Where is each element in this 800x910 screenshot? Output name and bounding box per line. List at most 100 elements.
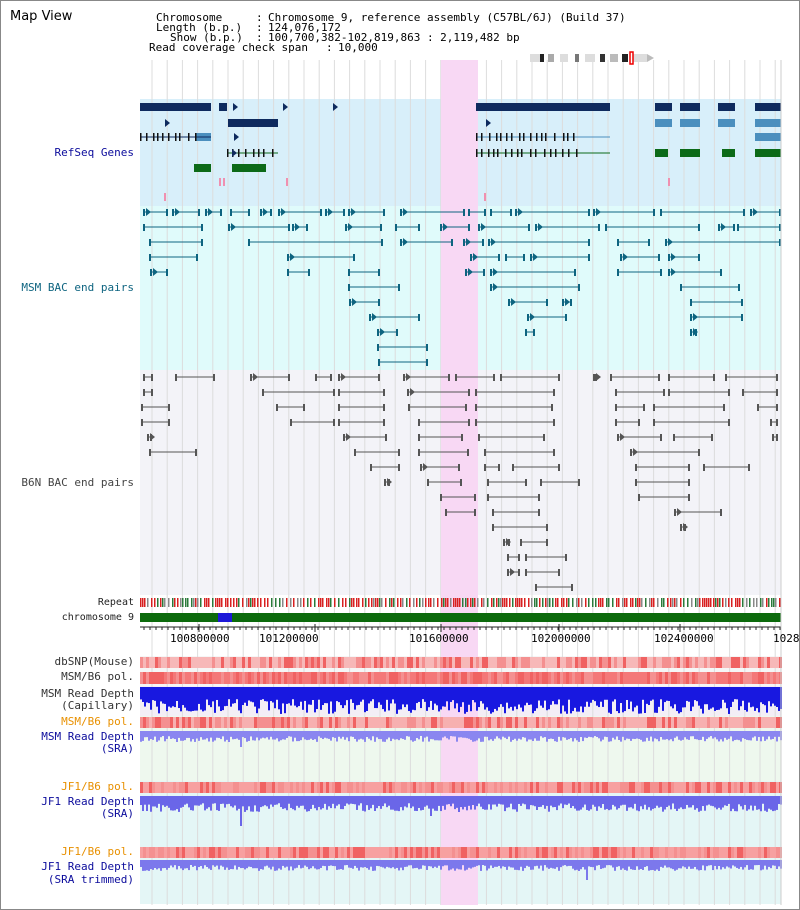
b6n-bac-pair-arrow [510, 568, 515, 576]
msm-pol-heat [446, 672, 449, 684]
jf1-trim-depth-bar [362, 860, 364, 868]
jf1-sra-depth-bar [774, 796, 776, 811]
jf1-trim-depth-bar [726, 860, 728, 867]
jf1-sra-depth-bar [306, 796, 308, 812]
jf1-trim-depth-bar [252, 860, 254, 869]
jf1-pol-heat [737, 782, 740, 793]
repeat-element [195, 598, 197, 607]
msm-pol-heat [533, 717, 536, 728]
msm-sra-depth-bar [160, 731, 162, 738]
msm-sra-depth-bar [604, 731, 606, 737]
jf1-pol-heat [161, 782, 164, 793]
msm-pol-heat [770, 717, 773, 728]
msm-bac-pair-end [743, 209, 745, 216]
track-label-b6n-bac[interactable]: B6N BAC end pairs [21, 476, 134, 489]
b6n-bac-pair-end [408, 404, 410, 411]
dbsnp-heat [314, 657, 317, 668]
jf1-pol-heat [416, 847, 419, 858]
msm-pol-heat [521, 672, 524, 684]
jf1-sra-depth-bar [150, 796, 152, 812]
msm-capillary-depth-bar [498, 687, 500, 708]
jf1-pol-heat [590, 847, 593, 858]
dbsnp-heat [323, 657, 326, 668]
jf1-sra-depth-bar [148, 796, 150, 805]
repeat-element [462, 598, 464, 607]
track-label-msm-pol-1[interactable]: MSM/B6 pol. [61, 670, 134, 683]
msm-bac-pair-end [349, 299, 351, 306]
track-label-jf1-pol-2[interactable]: JF1/B6 pol. [61, 845, 134, 858]
msm-capillary-depth-bar [376, 687, 378, 709]
jf1-sra-depth-bar [652, 796, 654, 809]
jf1-trim-depth-bar [754, 860, 756, 866]
dbsnp-heat [233, 657, 236, 668]
repeat-element [521, 598, 523, 607]
msm-capillary-depth-bar [458, 687, 460, 713]
track-label-jf1-depth-trimmed[interactable]: JF1 Read Depth [41, 860, 134, 873]
msm-sra-depth-bar [150, 731, 152, 740]
msm-pol-heat [416, 672, 419, 684]
jf1-sra-depth-bar [420, 796, 422, 811]
track-label-jf1-depth-sra[interactable]: JF1 Read Depth [41, 795, 134, 808]
dbsnp-heat [167, 657, 170, 668]
jf1-pol-heat [479, 847, 482, 858]
msm-capillary-depth-bar [728, 687, 730, 714]
msm-sra-depth-bar [360, 731, 362, 739]
msm-sra-depth-bar [682, 731, 684, 740]
track-label-chromosome[interactable]: chromosome 9 [61, 612, 134, 623]
msm-capillary-depth-bar [668, 687, 670, 702]
msm-pol-heat [731, 717, 734, 728]
jf1-trim-depth-bar [660, 860, 662, 867]
msm-capillary-depth-bar [564, 687, 566, 712]
gene-exon-block [718, 103, 735, 111]
msm-pol-heat [173, 717, 176, 728]
jf1-pol-heat [281, 782, 284, 793]
msm-sra-depth-bar [320, 731, 322, 738]
b6n-bac-pair-end [558, 569, 560, 576]
msm-pol-heat [560, 672, 563, 684]
jf1-sra-depth-bar [334, 796, 336, 809]
msm-capillary-depth-bar [736, 687, 738, 700]
msm-sra-depth-bar [408, 731, 410, 737]
dbsnp-heat [467, 657, 470, 668]
jf1-trim-depth-bar [772, 860, 774, 866]
msm-sra-depth-bar [644, 731, 646, 742]
track-label-msm-bac[interactable]: MSM BAC end pairs [21, 281, 134, 294]
msm-pol-heat [740, 672, 743, 684]
b6n-bac-pair-end [518, 554, 520, 561]
jf1-pol-heat [626, 782, 629, 793]
msm-pol-heat [263, 717, 266, 728]
msm-pol-heat [512, 717, 515, 728]
track-label-repeat[interactable]: Repeat [97, 597, 134, 608]
msm-sra-depth-bar [468, 731, 470, 739]
jf1-trim-depth-bar [302, 860, 304, 868]
msm-bac-pair-end [343, 209, 345, 216]
msm-pol-heat [383, 717, 386, 728]
msm-sra-depth-bar [638, 731, 640, 739]
jf1-trim-depth-bar [290, 860, 292, 867]
msm-bac-pair-end [166, 269, 168, 276]
track-label-msm-pol-2[interactable]: MSM/B6 pol. [61, 715, 134, 728]
jf1-pol-heat [515, 782, 518, 793]
track-label-dbsnp[interactable]: dbSNP(Mouse) [54, 655, 134, 668]
jf1-pol-heat [671, 847, 674, 858]
jf1-pol-heat [650, 782, 653, 793]
repeat-element [612, 598, 614, 607]
msm-sra-depth-bar [426, 731, 428, 737]
msm-bac-pair-end [668, 254, 670, 261]
msm-capillary-depth-bar [608, 687, 610, 713]
msm-pol-heat [548, 717, 551, 728]
repeat-element [531, 598, 533, 607]
msm-sra-depth-bar [570, 731, 572, 738]
jf1-sra-depth-bar [424, 796, 426, 807]
track-label-msm-depth-sra[interactable]: MSM Read Depth [41, 730, 134, 743]
b6n-bac-pair-end [742, 389, 744, 396]
track-label-jf1-pol-1[interactable]: JF1/B6 pol. [61, 780, 134, 793]
jf1-sra-depth-bar [524, 796, 526, 805]
jf1-pol-heat [365, 847, 368, 858]
jf1-pol-heat [374, 782, 377, 793]
msm-pol-heat [653, 672, 656, 684]
track-label-msm-depth-capillary[interactable]: MSM Read Depth [41, 687, 134, 700]
jf1-trim-depth-bar [686, 860, 688, 869]
repeat-element [477, 598, 479, 607]
track-label-refseq[interactable]: RefSeq Genes [54, 146, 134, 159]
